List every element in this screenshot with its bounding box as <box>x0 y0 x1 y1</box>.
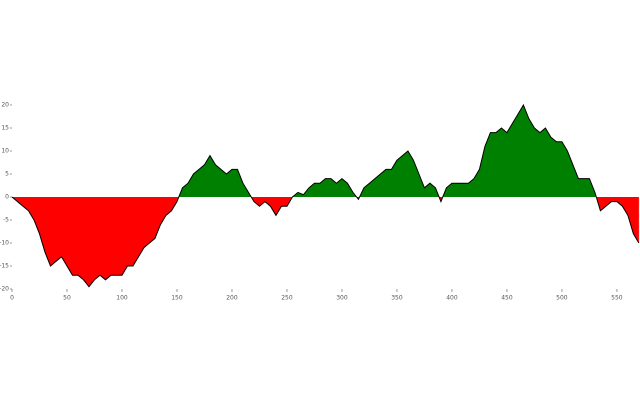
x-tick-label: 200 <box>226 295 238 302</box>
x-tick-label: 450 <box>501 295 513 302</box>
x-tick-label: 0 <box>10 295 14 302</box>
x-tick-label: 350 <box>391 295 403 302</box>
line <box>11 103 640 288</box>
negative-area <box>12 197 639 287</box>
y-tick-label: -5 <box>3 217 9 224</box>
y-tick-label: 0 <box>5 194 9 201</box>
positive-area <box>12 105 639 197</box>
y-tick-label: 5 <box>5 171 9 178</box>
x-tick-label: 250 <box>281 295 293 302</box>
x-tick-label: 50 <box>63 295 71 302</box>
x-tick-label: 550 <box>611 295 623 302</box>
x-tick-label: 150 <box>171 295 183 302</box>
y-tick-label: -15 <box>0 263 9 270</box>
y-tick-label: -10 <box>0 240 9 247</box>
y-tick-label: 10 <box>1 148 9 155</box>
x-tick-label: 300 <box>336 295 348 302</box>
x-tick-label: 100 <box>116 295 128 302</box>
y-tick-label: 15 <box>1 125 9 132</box>
y-tick-label: 20 <box>1 102 9 109</box>
y-tick-label: -20 <box>0 286 9 293</box>
x-tick-label: 400 <box>446 295 458 302</box>
x-tick-label: 500 <box>556 295 568 302</box>
